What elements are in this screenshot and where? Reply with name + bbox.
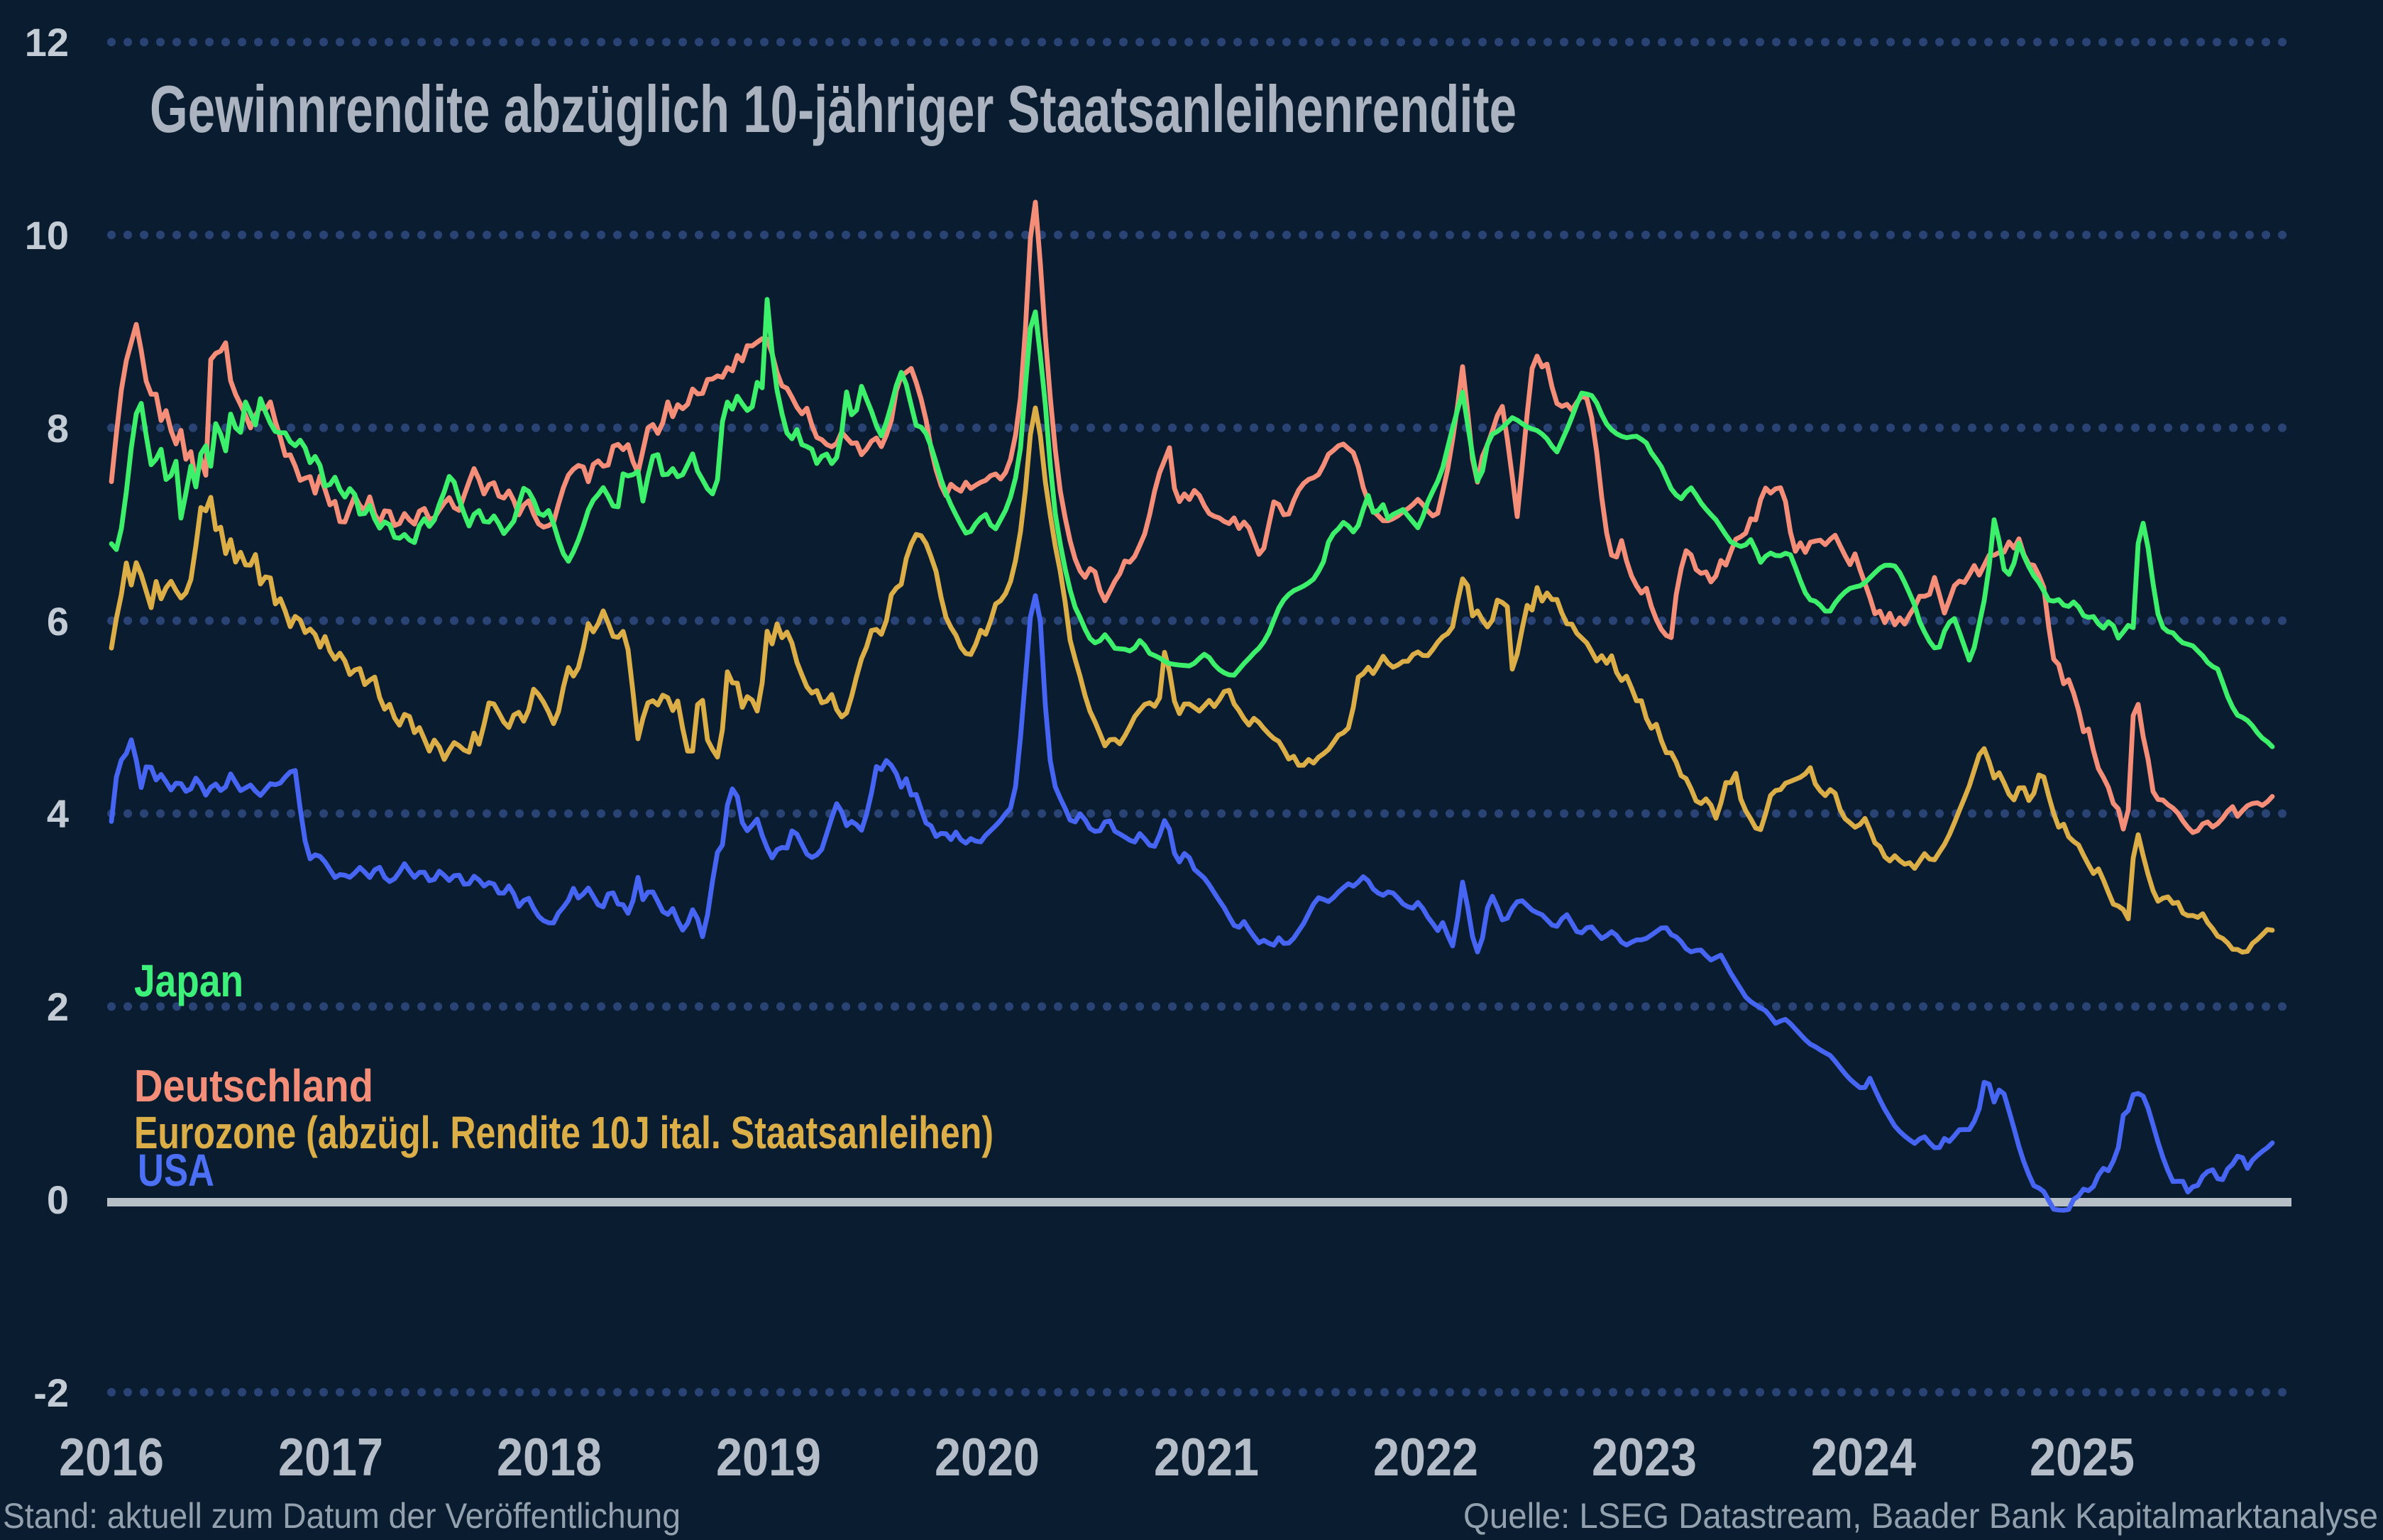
svg-text:USA: USA	[138, 1145, 214, 1196]
svg-text:2022: 2022	[1373, 1427, 1478, 1487]
svg-text:10: 10	[25, 213, 69, 258]
svg-text:Japan: Japan	[134, 955, 243, 1006]
svg-text:4: 4	[47, 791, 69, 836]
svg-text:6: 6	[47, 599, 69, 644]
svg-text:2017: 2017	[278, 1427, 383, 1487]
svg-text:8: 8	[47, 406, 69, 451]
svg-text:Deutschland: Deutschland	[134, 1060, 373, 1111]
svg-text:Eurozone (abzügl. Rendite 10J: Eurozone (abzügl. Rendite 10J ital. Staa…	[134, 1107, 994, 1158]
svg-text:12: 12	[25, 20, 69, 65]
svg-text:2021: 2021	[1154, 1427, 1259, 1487]
svg-text:2019: 2019	[716, 1427, 821, 1487]
svg-text:0: 0	[47, 1177, 69, 1222]
svg-text:2025: 2025	[2030, 1427, 2135, 1487]
svg-text:Quelle: LSEG Datastream, Baade: Quelle: LSEG Datastream, Baader Bank Kap…	[1463, 1496, 2378, 1536]
svg-text:2020: 2020	[935, 1427, 1040, 1487]
svg-text:2023: 2023	[1592, 1427, 1697, 1487]
svg-text:2016: 2016	[59, 1427, 164, 1487]
svg-text:2024: 2024	[1811, 1427, 1916, 1487]
svg-text:-2: -2	[33, 1370, 69, 1415]
svg-text:Stand: aktuell zum Datum der V: Stand: aktuell zum Datum der Veröffentli…	[3, 1496, 681, 1536]
svg-text:2: 2	[47, 984, 69, 1029]
svg-text:Gewinnrendite abzüglich 10-jäh: Gewinnrendite abzüglich 10-jähriger Staa…	[150, 72, 1517, 146]
svg-text:2018: 2018	[497, 1427, 602, 1487]
